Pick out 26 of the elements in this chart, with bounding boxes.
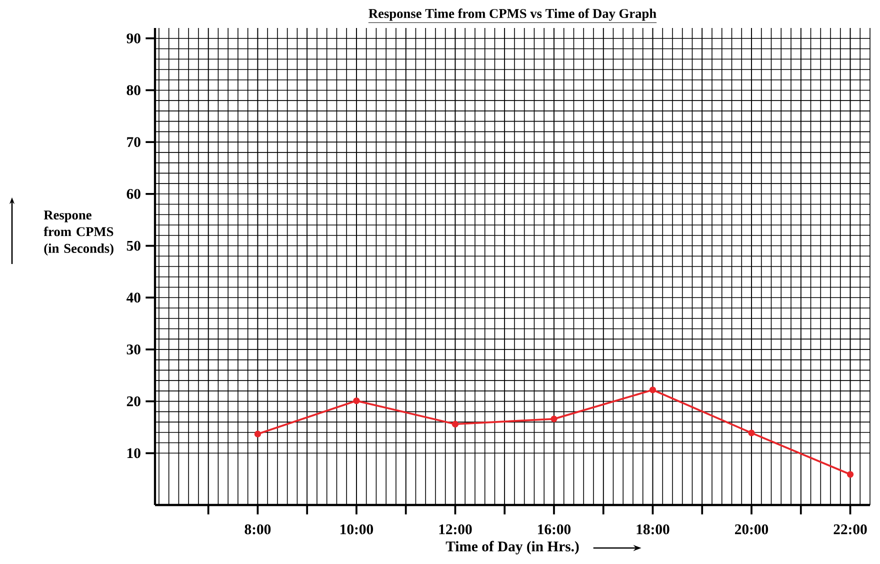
x-tick-label: 8:00 [244,524,271,534]
x-tick-label: 10:00 [340,524,374,534]
point [846,471,854,478]
y-tick-label: 80 [126,85,140,96]
y-tick-label: 20 [126,396,140,406]
y-tick-label: 70 [127,137,140,148]
y-tick-label: 60 [126,188,140,199]
point [550,416,558,422]
x-tick-label: 20:00 [735,524,768,534]
y-tick-label: 40 [126,292,140,303]
chart-title: Response Time from CPMS vs Time of Day Graph [368,8,656,21]
y-axis-title: Respone from CPMS (in Seconds) [44,210,114,256]
x-tick-label: 18:00 [636,524,670,534]
x-axis-title: Time of Day (in Hrs.) [446,540,579,554]
y-tick-label: 90 [126,33,140,44]
point [748,430,755,436]
y-tick-label: 30 [126,344,140,354]
point [254,430,262,438]
x-tick-label: 16:00 [538,524,571,534]
point [649,386,656,394]
x-tick-label: 12:00 [439,524,472,534]
point [452,420,459,428]
y-tick-label: 50 [126,240,140,251]
y-tick-label: 10 [127,448,140,458]
x-tick-label: 22:00 [834,524,867,534]
point [353,397,360,404]
